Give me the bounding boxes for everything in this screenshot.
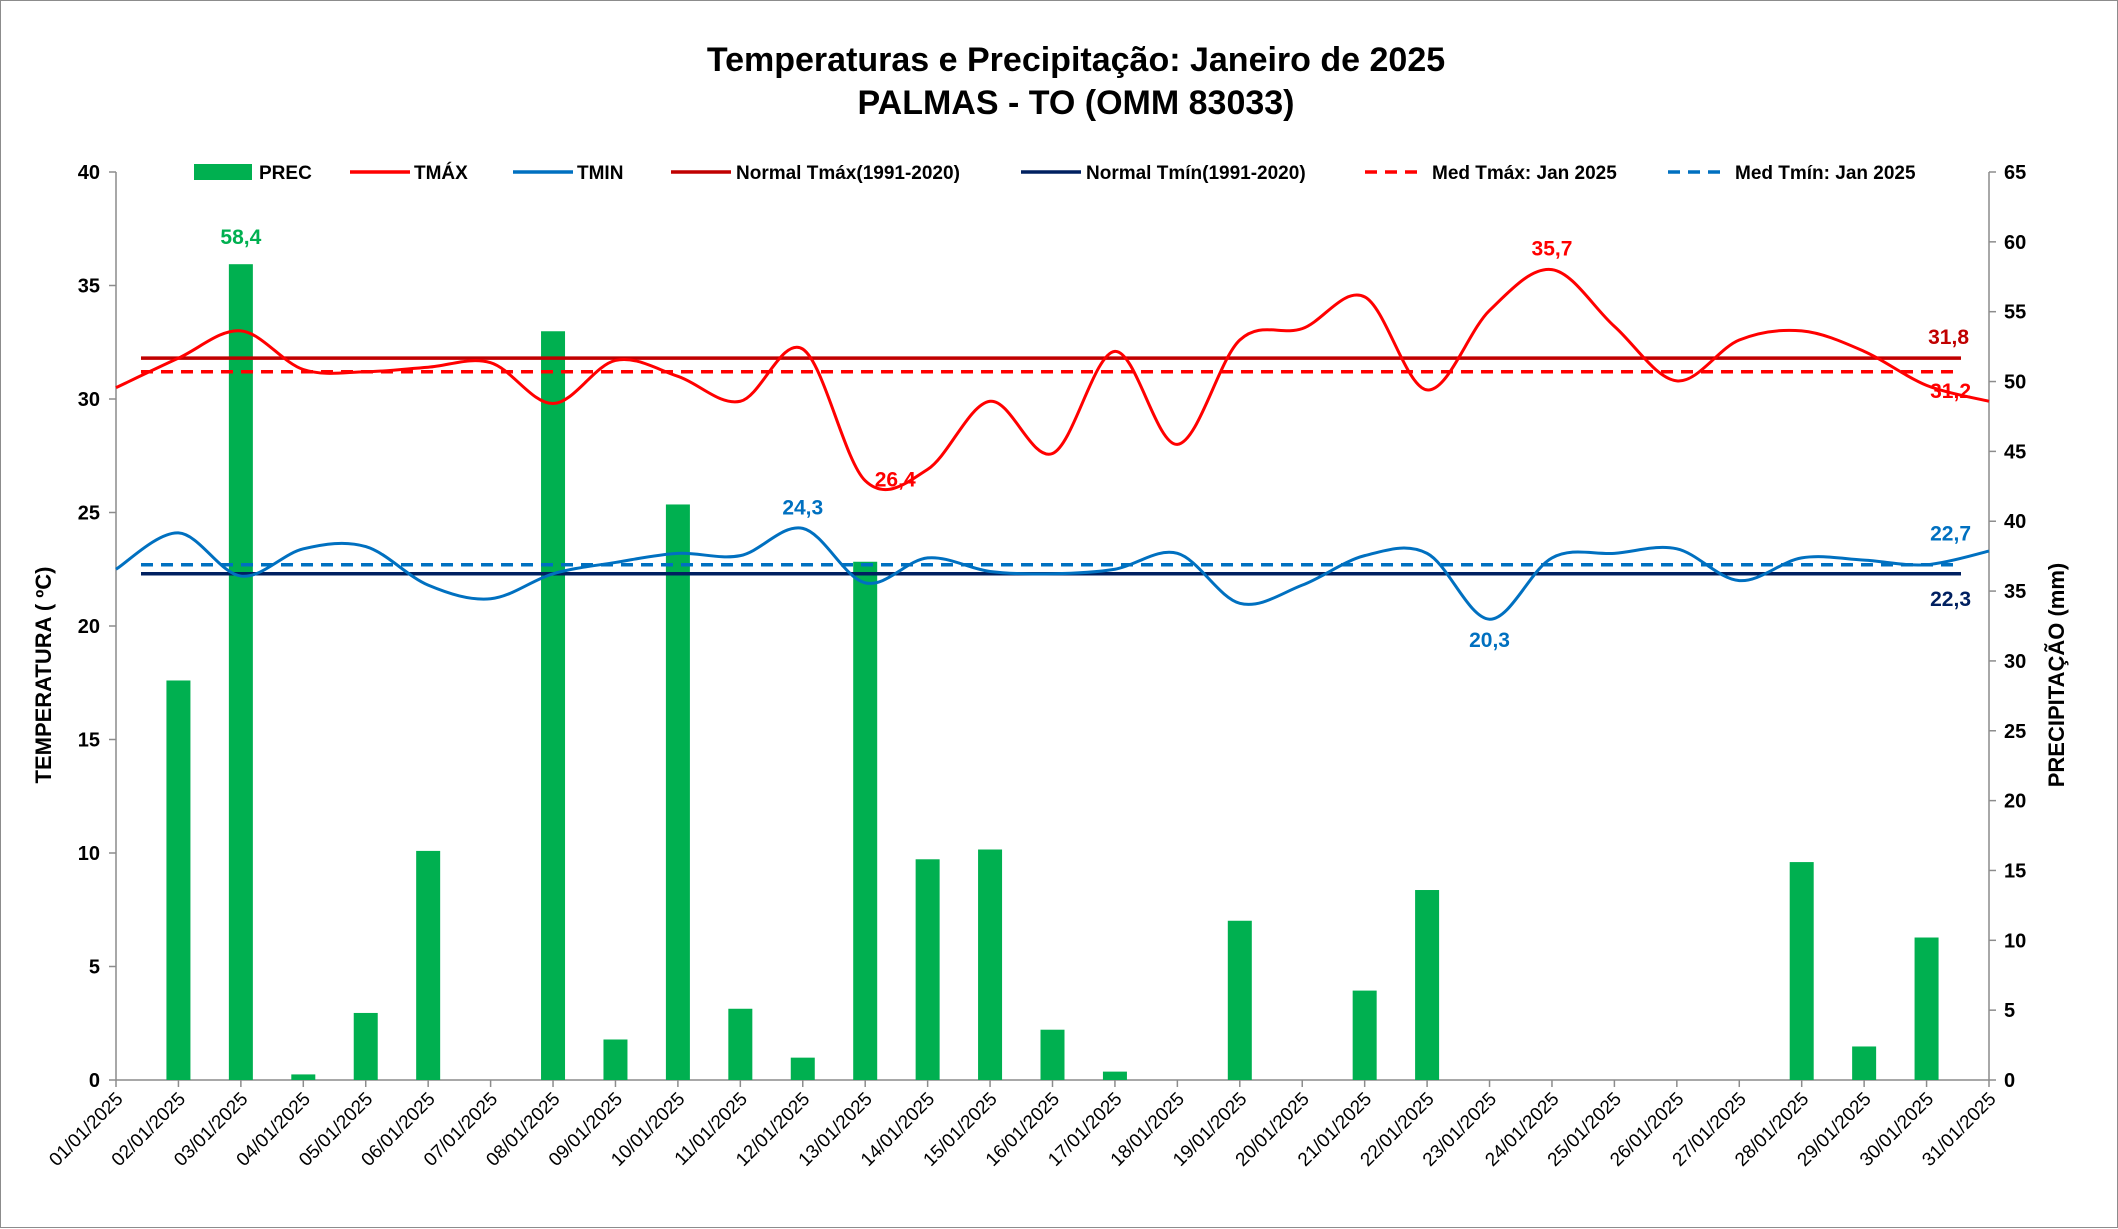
legend-med-tmin-label: Med Tmín: Jan 2025 [1735, 163, 1916, 184]
y-right-tick-label: 40 [2004, 511, 2026, 533]
prec-bar [603, 1039, 628, 1080]
y-right-tick-label: 60 [2004, 232, 2026, 254]
prec-bar [1852, 1046, 1877, 1080]
y-right-tick-label: 50 [2004, 372, 2026, 394]
legend-normal-tmax-label: Normal Tmáx(1991-2020) [736, 163, 960, 184]
prec-bar [228, 264, 253, 1081]
normal-tmax-value-label: 31,8 [1928, 326, 1969, 349]
y-left-tick-label: 30 [78, 389, 100, 411]
y-right-tick-label: 45 [2004, 441, 2026, 463]
med-tmin-value-label: 22,7 [1930, 523, 1971, 546]
y-left-tick-label: 25 [78, 503, 100, 525]
prec-bar [1102, 1071, 1127, 1080]
prec-bar [853, 561, 878, 1080]
legend-normal-tmin-label: Normal Tmín(1991-2020) [1086, 163, 1306, 184]
y-right-tick-label: 5 [2004, 1000, 2015, 1022]
prec-bar [915, 859, 940, 1080]
tmin-max-label: 24,3 [782, 496, 823, 519]
prec-bar [291, 1074, 316, 1080]
y-right-tick-label: 0 [2004, 1070, 2015, 1092]
y-left-tick-label: 35 [78, 276, 100, 298]
y-right-tick-label: 65 [2004, 162, 2026, 184]
prec-bar [665, 504, 690, 1081]
prec-bar [1415, 890, 1440, 1080]
chart-title: Temperaturas e Precipitação: Janeiro de … [707, 41, 1445, 79]
y-left-tick-label: 5 [89, 957, 100, 979]
y-right-tick-label: 55 [2004, 302, 2026, 324]
y-left-tick-label: 0 [89, 1070, 100, 1092]
prec-bar [1040, 1029, 1065, 1080]
tmax-line [115, 268, 1990, 492]
tmin-min-label: 20,3 [1469, 629, 1510, 652]
tmax-max-label: 35,7 [1532, 238, 1573, 261]
y-axis-left-label: TEMPERATURA ( ºC) [31, 566, 56, 783]
prec-bar [541, 331, 566, 1080]
y-left-tick-label: 15 [78, 730, 100, 752]
prec-max-label: 58,4 [220, 226, 261, 249]
y-right-tick-label: 30 [2004, 651, 2026, 673]
prec-bar [1789, 862, 1814, 1080]
prec-bar [790, 1057, 815, 1080]
prec-bar [1352, 990, 1377, 1080]
prec-bar [728, 1008, 753, 1080]
chart-subtitle: PALMAS - TO (OMM 83033) [857, 84, 1294, 122]
legend-med-tmax-label: Med Tmáx: Jan 2025 [1432, 163, 1617, 184]
prec-bar [416, 850, 441, 1080]
legend-prec-swatch [194, 164, 252, 180]
med-tmax-value-label: 31,2 [1930, 380, 1971, 403]
y-left-tick-label: 10 [78, 843, 100, 865]
y-right-tick-label: 35 [2004, 581, 2026, 603]
legend-tmax-label: TMÁX [414, 162, 468, 184]
tmax-min-label: 26,4 [875, 469, 916, 492]
prec-bar [166, 680, 191, 1080]
prec-bar [353, 1012, 378, 1080]
legend-tmin-label: TMIN [577, 163, 623, 184]
legend-prec-label: PREC [259, 163, 312, 184]
y-right-tick-label: 25 [2004, 721, 2026, 743]
y-right-tick-label: 10 [2004, 930, 2026, 952]
normal-tmin-value-label: 22,3 [1930, 588, 1971, 611]
prec-bar [1914, 937, 1939, 1080]
y-axis-right-label: PRECIPITAÇÃO (mm) [2044, 563, 2069, 788]
y-left-tick-label: 40 [78, 162, 100, 184]
y-left-tick-label: 20 [78, 616, 100, 638]
tmin-line [115, 526, 1990, 621]
y-right-tick-label: 15 [2004, 860, 2026, 882]
prec-bar [978, 849, 1003, 1080]
y-right-tick-label: 20 [2004, 791, 2026, 813]
prec-bar [1227, 920, 1252, 1080]
